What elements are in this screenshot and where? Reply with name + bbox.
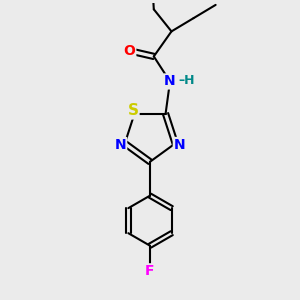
Text: –H: –H xyxy=(178,74,195,87)
Text: N: N xyxy=(164,74,176,88)
Text: S: S xyxy=(128,103,139,118)
Text: N: N xyxy=(174,138,185,152)
Text: N: N xyxy=(115,138,126,152)
Text: O: O xyxy=(123,44,135,58)
Text: F: F xyxy=(145,264,155,278)
